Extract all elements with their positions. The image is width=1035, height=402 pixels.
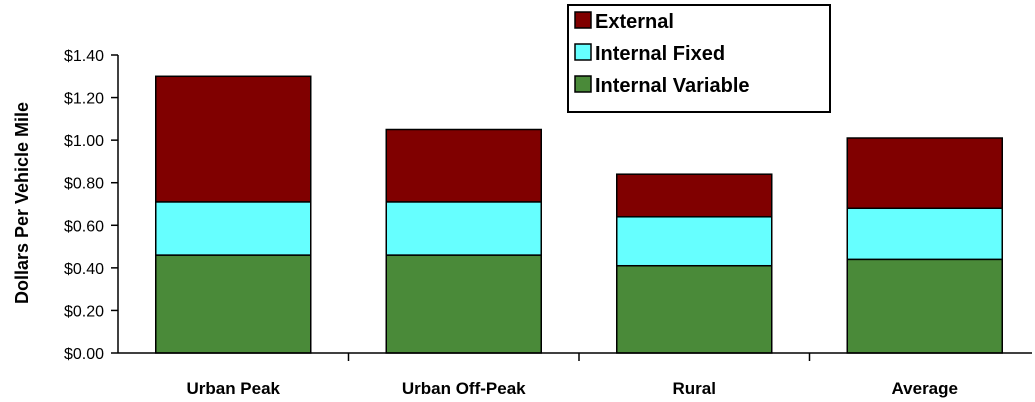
y-axis-label: Dollars Per Vehicle Mile: [12, 102, 32, 304]
bar-segment-internal-variable: [846, 258, 1003, 354]
x-category-label: Average: [892, 379, 958, 398]
bar-segment-external: [155, 75, 312, 203]
x-category-label: Rural: [673, 379, 716, 398]
bar-segment-internal-fixed: [616, 216, 773, 267]
y-tick-label: $1.40: [64, 48, 104, 65]
bar-segment-internal-variable: [155, 254, 312, 354]
legend-label: External: [595, 11, 674, 33]
axes: $0.00 $0.20 $0.40 $0.60 $0.80 $1.00 $1.20 $1.40…: [64, 48, 1032, 398]
bar-segment-external: [616, 173, 773, 218]
y-tick-label: $0.00: [64, 346, 104, 363]
legend: External Internal Fixed Internal Variable: [567, 4, 831, 113]
bar-segment-internal-fixed: [155, 201, 312, 256]
y-tick-label: $0.60: [64, 218, 104, 235]
y-tick-label: $0.20: [64, 303, 104, 320]
bars: [155, 75, 1003, 354]
legend-box: [567, 4, 831, 113]
bar-segment-internal-fixed: [385, 201, 542, 256]
bar-segment-external: [385, 128, 542, 203]
x-category-label: Urban Off-Peak: [402, 379, 526, 398]
bar-segment-external: [846, 137, 1003, 210]
legend-swatch: [574, 11, 592, 29]
y-tick-label: $1.00: [64, 133, 104, 150]
bar-segment-internal-fixed: [846, 207, 1003, 261]
y-tick-label: $1.20: [64, 91, 104, 108]
legend-swatch: [574, 43, 592, 61]
x-category-label: Urban Peak: [186, 379, 280, 398]
bar-segment-internal-variable: [616, 264, 773, 354]
y-tick-label: $0.80: [64, 176, 104, 193]
legend-swatch: [574, 75, 592, 93]
legend-label: Internal Variable: [595, 75, 750, 97]
legend-label: Internal Fixed: [595, 43, 725, 65]
y-tick-label: $0.40: [64, 261, 104, 278]
bar-segment-internal-variable: [385, 254, 542, 354]
